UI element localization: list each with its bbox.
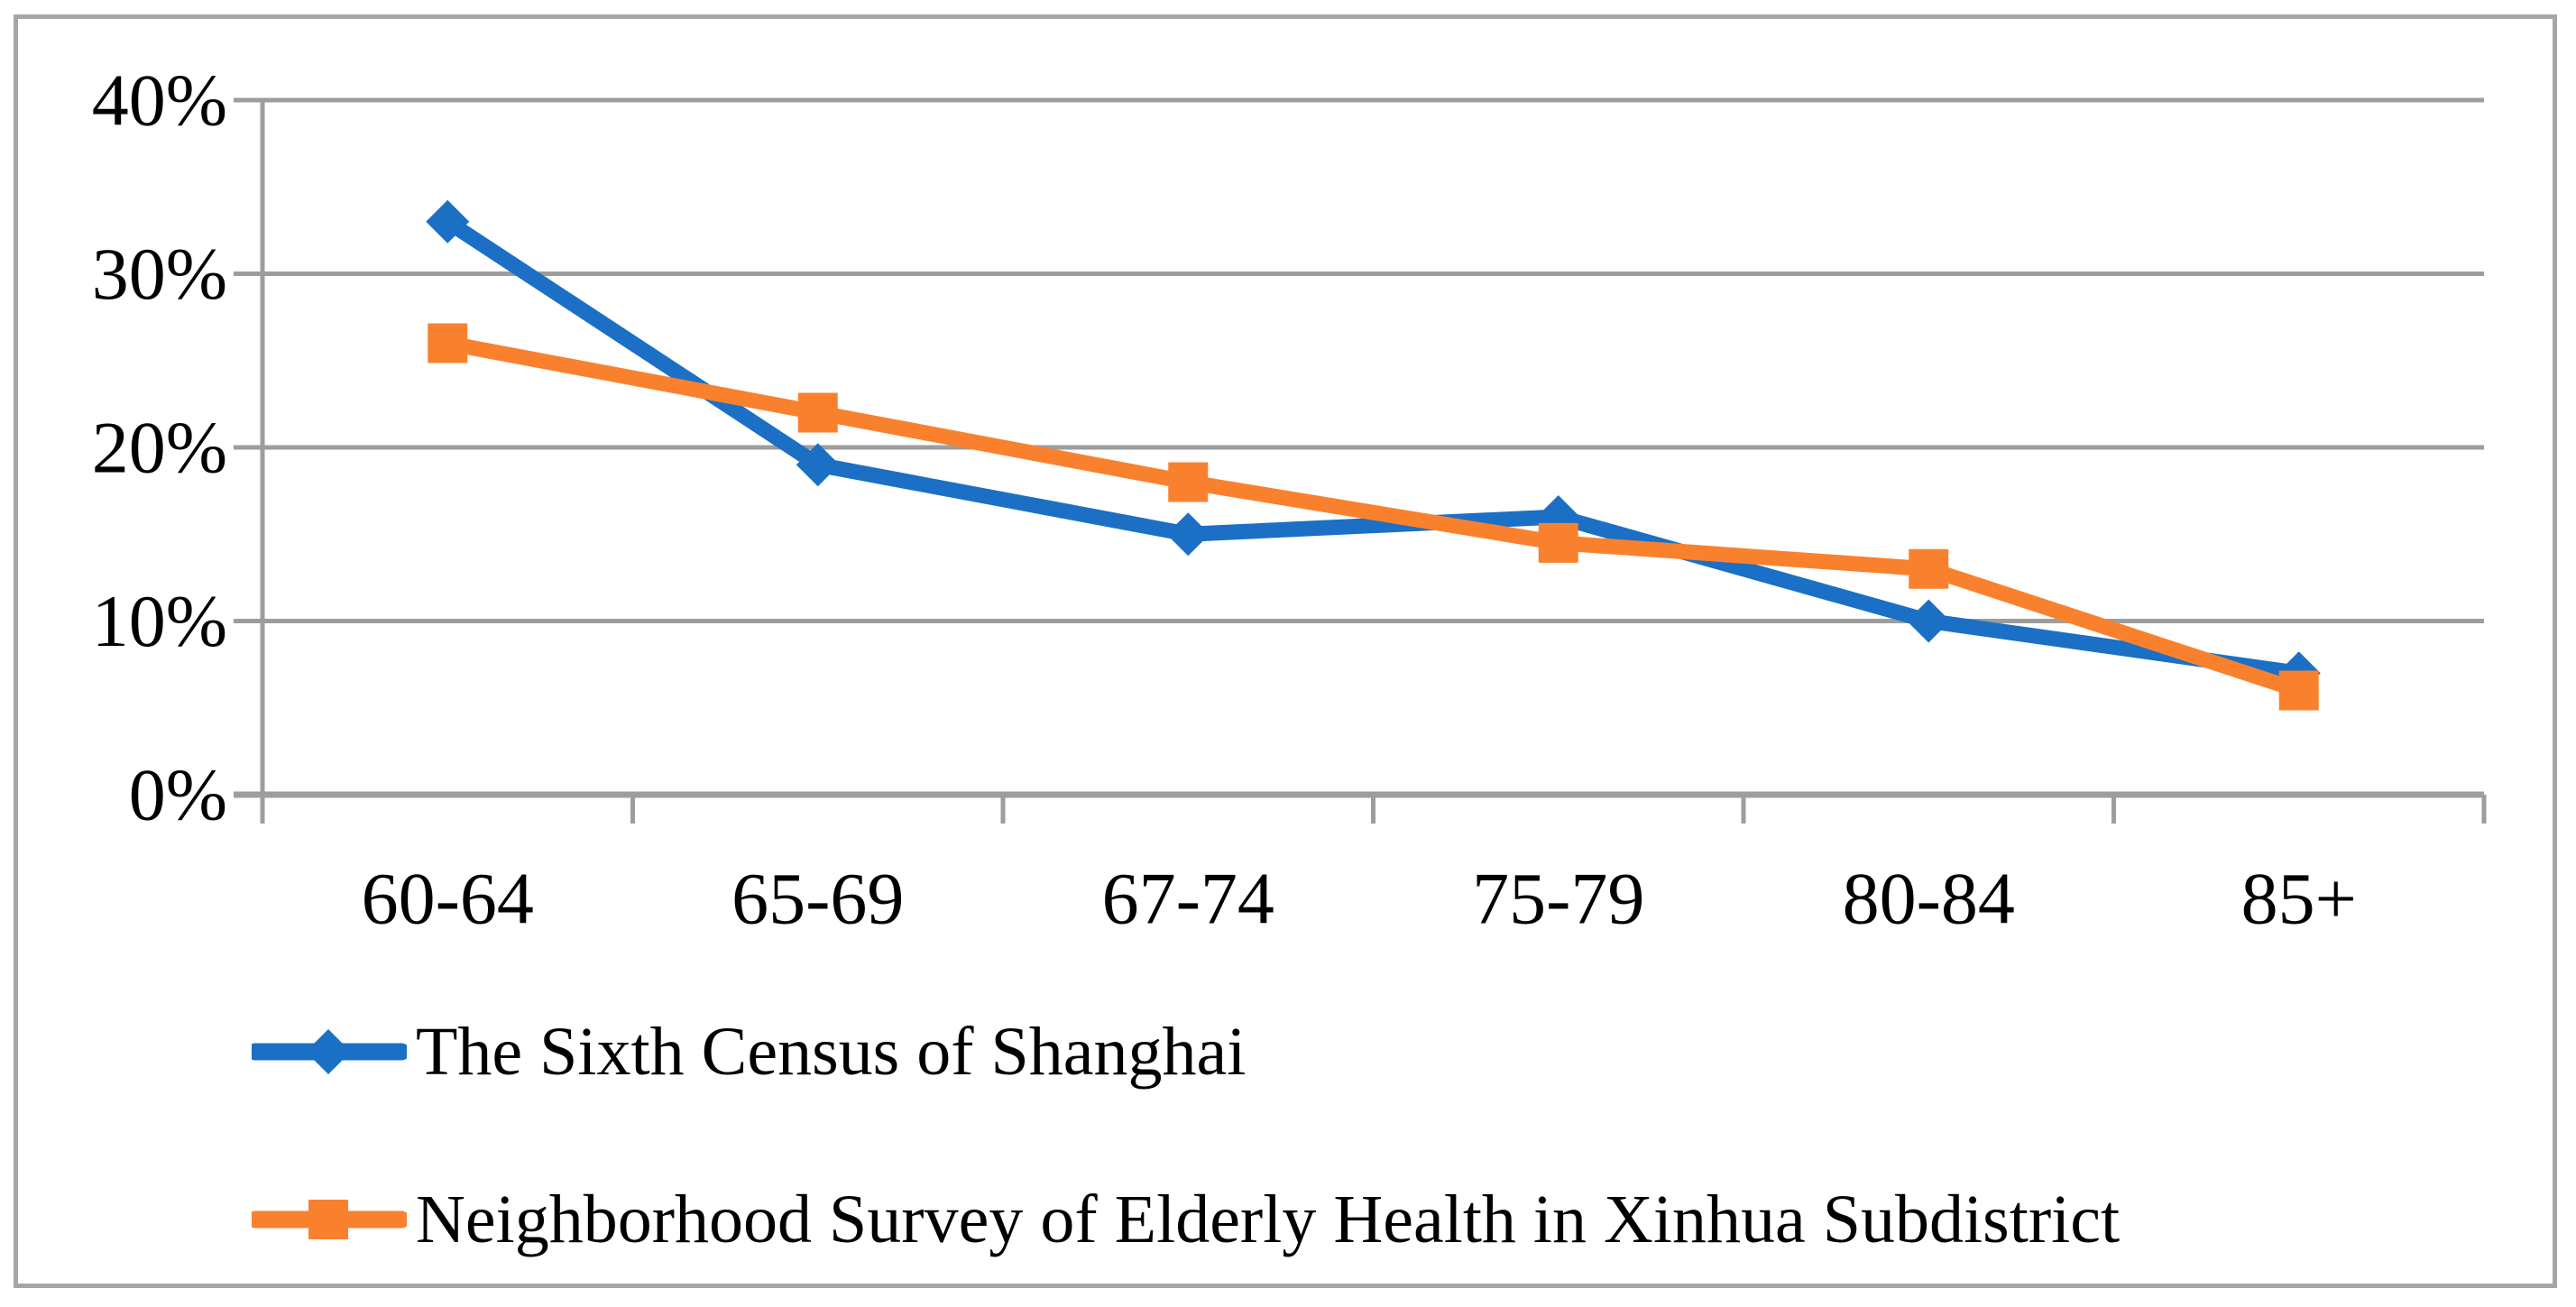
survey-legend-marker-icon [252,1200,407,1239]
series-line-1 [439,336,2307,698]
chart-legend: The Sixth Census of Shanghai Neighborhoo… [252,1011,2120,1260]
data-point-marker [1538,522,1578,563]
y-axis-tick-label: 10% [92,580,227,662]
y-axis-tick-label: 30% [92,233,227,315]
x-axis-tick-label: 80-84 [1843,858,2015,940]
series-line-0 [439,214,2307,681]
x-axis-tick-label: 85+ [2241,858,2357,940]
data-point-marker [1907,599,1951,643]
figure-border [14,14,2557,1288]
data-point-marker [797,392,838,433]
data-point-marker [1168,462,1209,502]
legend-label-census: The Sixth Census of Shanghai [416,1014,1247,1090]
x-axis-tick-label: 60-64 [362,858,534,940]
x-axis-tick-label: 65-69 [731,858,904,940]
y-axis-tick-label: 20% [92,407,227,489]
x-axis-tick-label: 67-74 [1102,858,1274,940]
legend-item-survey: Neighborhood Survey of Elderly Health in… [252,1179,2120,1260]
x-axis-tick-label: 75-79 [1472,858,1644,940]
data-point-marker [1166,512,1210,557]
legend-label-survey: Neighborhood Survey of Elderly Health in… [416,1182,2121,1257]
census-legend-marker-icon [252,1029,407,1074]
data-point-marker [796,443,840,487]
legend-item-census: The Sixth Census of Shanghai [252,1011,2120,1092]
data-point-marker [1909,548,1949,589]
data-point-marker [2278,670,2319,711]
y-axis-tick-label: 40% [92,60,227,142]
data-point-marker [426,199,470,244]
y-axis-tick-label: 0% [129,754,227,836]
data-point-marker [428,323,468,364]
